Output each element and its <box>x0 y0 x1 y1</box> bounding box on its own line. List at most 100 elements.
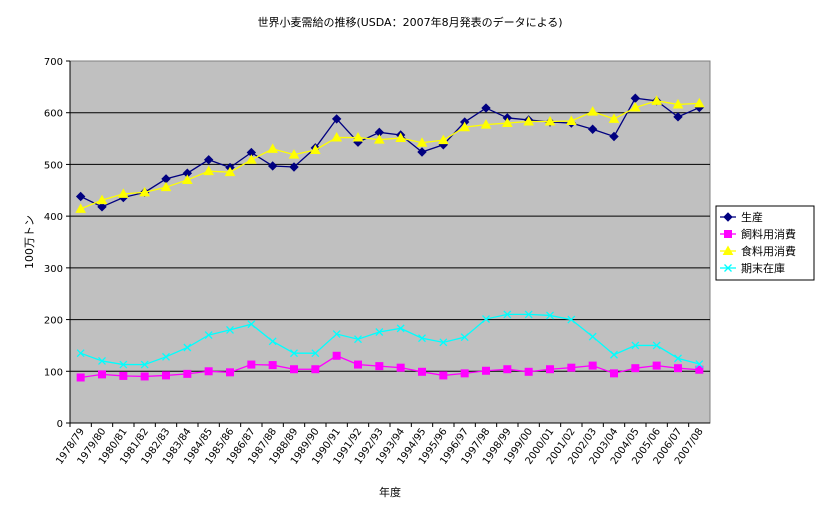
y-tick-label: 700 <box>44 57 63 68</box>
data-point <box>224 166 236 177</box>
data-point <box>331 114 342 124</box>
y-tick-label: 400 <box>44 212 63 223</box>
data-point <box>460 333 469 342</box>
legend-swatch-marker <box>724 230 732 238</box>
data-point <box>546 365 554 374</box>
data-point <box>673 112 683 122</box>
data-point <box>503 310 512 319</box>
data-point <box>331 132 343 142</box>
data-point <box>247 320 256 329</box>
data-point <box>162 371 170 380</box>
legend-box <box>715 205 815 281</box>
data-point <box>352 132 364 142</box>
data-point <box>332 330 341 339</box>
data-point <box>695 360 704 369</box>
data-point <box>501 117 513 128</box>
data-point <box>674 364 682 373</box>
legend-item: 飼料用消費 <box>720 227 796 241</box>
series-layer <box>75 93 705 382</box>
data-point <box>183 343 192 352</box>
data-point <box>460 369 469 378</box>
x-axis-title: 年度 <box>379 485 401 499</box>
data-point <box>565 115 577 125</box>
legend-label: 期末在庫 <box>741 261 785 275</box>
data-point <box>204 367 213 376</box>
data-point <box>674 354 682 363</box>
data-point <box>587 106 599 116</box>
data-point <box>162 352 170 361</box>
data-point <box>546 311 554 320</box>
data-point <box>503 365 512 374</box>
series-3 <box>75 95 705 213</box>
data-point <box>459 121 471 132</box>
data-point <box>288 149 300 159</box>
y-tick-label: 500 <box>44 160 63 171</box>
data-point <box>439 338 448 347</box>
data-point <box>226 325 234 334</box>
data-point <box>140 360 149 369</box>
data-point <box>629 102 641 112</box>
data-point <box>354 335 362 344</box>
gridlines <box>70 112 710 372</box>
data-point <box>524 310 533 319</box>
data-point <box>139 186 151 197</box>
data-point <box>354 360 362 369</box>
data-point <box>160 181 172 192</box>
data-point <box>482 366 490 375</box>
data-point <box>75 203 87 213</box>
legend-item: 生産 <box>720 210 763 224</box>
data-point <box>375 362 384 371</box>
legend-label: 食料用消費 <box>741 244 796 258</box>
data-point <box>587 124 598 134</box>
data-point <box>652 341 661 350</box>
data-point <box>417 147 427 157</box>
legend-label: 飼料用消費 <box>741 227 796 241</box>
data-point <box>610 350 618 359</box>
data-point <box>140 372 149 381</box>
legend-swatch-marker <box>723 212 733 222</box>
data-point <box>311 365 320 374</box>
y-tick-label: 100 <box>44 367 63 378</box>
data-point <box>652 361 661 370</box>
data-point <box>332 351 341 360</box>
data-point <box>289 162 299 172</box>
data-point <box>119 360 128 369</box>
data-point <box>204 331 213 340</box>
data-point <box>395 132 407 143</box>
data-point <box>567 315 576 324</box>
data-point <box>418 367 426 376</box>
legend-label: 生産 <box>741 210 763 224</box>
y-tick-label: 200 <box>44 316 63 327</box>
data-point <box>203 155 214 165</box>
data-point <box>523 115 535 126</box>
data-point <box>396 363 405 372</box>
series-2 <box>76 351 704 382</box>
data-point <box>588 361 597 370</box>
x-axis-ticks: 1978/791979/801980/811981/821982/831983/… <box>54 423 706 467</box>
data-point <box>396 324 405 333</box>
data-point <box>482 315 490 324</box>
data-point <box>267 143 279 153</box>
plot-area <box>69 60 711 424</box>
data-point <box>117 188 129 198</box>
data-point <box>245 154 257 164</box>
legend-item: 期末在庫 <box>720 261 785 275</box>
data-point <box>309 144 321 154</box>
data-point <box>98 356 106 365</box>
data-point <box>439 371 448 380</box>
chart-title: 世界小麦需給の推移(USDA：2007年8月発表のデータによる) <box>257 15 562 29</box>
data-point <box>203 165 215 176</box>
legend-item: 食料用消費 <box>720 244 796 258</box>
data-point <box>672 98 684 109</box>
data-point <box>693 97 705 108</box>
data-point <box>247 360 256 369</box>
data-point <box>418 334 426 343</box>
data-point <box>290 349 298 358</box>
data-point <box>631 364 640 373</box>
data-point <box>373 134 385 144</box>
data-point <box>268 361 277 370</box>
data-point <box>481 103 491 113</box>
data-point <box>181 174 193 184</box>
